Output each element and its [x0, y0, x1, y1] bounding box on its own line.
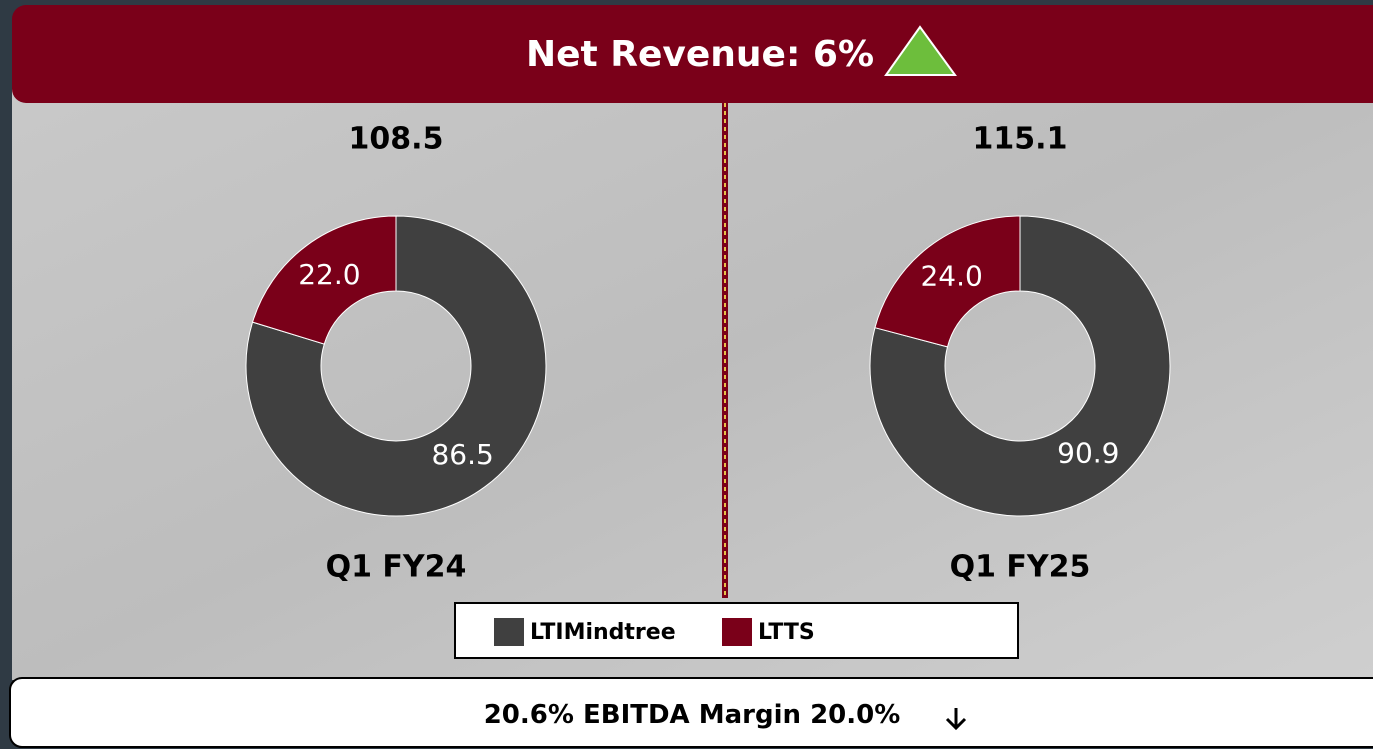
footer-text: 20.6% EBITDA Margin 20.0%: [484, 700, 901, 730]
header-title: Net Revenue: 6%: [526, 34, 874, 75]
donut-segment: [869, 215, 1171, 517]
chart-title: Q1 FY24: [326, 550, 467, 585]
legend-swatch: [494, 618, 524, 646]
down-arrow: [945, 708, 967, 731]
donut-segment: [874, 215, 1021, 348]
header-bar: [12, 5, 1373, 103]
legend-swatch: [722, 618, 752, 646]
chart-total: 108.5: [349, 122, 444, 157]
footer-box: [9, 677, 1373, 748]
data-label: 86.5: [431, 438, 493, 471]
donut-segment: [245, 215, 547, 517]
footer-after: 20.0%: [810, 700, 900, 730]
data-label: 22.0: [298, 258, 360, 291]
chart-total: 115.1: [973, 122, 1068, 157]
donut-segment: [251, 215, 397, 345]
legend-label: LTIMindtree: [530, 620, 676, 645]
up-triangle: [884, 25, 957, 76]
footer-label: EBITDA Margin: [583, 700, 801, 730]
legend-label: LTTS: [758, 620, 815, 645]
chart-title: Q1 FY25: [950, 550, 1091, 585]
data-label: 90.9: [1057, 437, 1119, 470]
data-label: 24.0: [920, 259, 982, 292]
footer-before: 20.6%: [484, 700, 574, 730]
